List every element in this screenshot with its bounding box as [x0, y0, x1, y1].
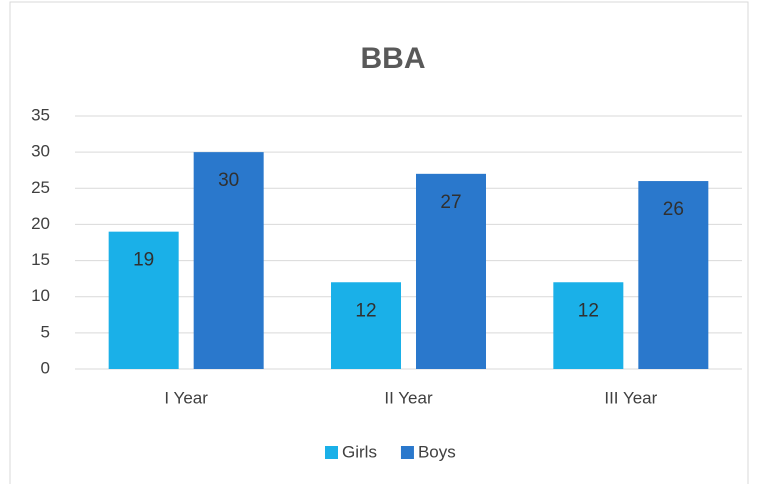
data-label: 19: [133, 250, 154, 271]
y-tick-label: 20: [31, 214, 50, 233]
bar: [638, 181, 709, 369]
x-tick-label: I Year: [164, 388, 208, 407]
bar: [108, 231, 179, 369]
data-label: 12: [355, 300, 376, 321]
chart-title: BBA: [361, 42, 426, 75]
bar: [331, 282, 401, 369]
y-tick-label: 30: [31, 142, 50, 161]
bar: [553, 282, 624, 369]
data-label: 12: [578, 300, 599, 321]
y-tick-label: 5: [41, 322, 50, 341]
x-tick-label: III Year: [604, 388, 657, 407]
y-tick-label: 35: [31, 105, 50, 124]
legend-swatch: [400, 446, 414, 459]
legend-label: Boys: [418, 442, 456, 461]
bar: [416, 173, 486, 369]
data-label: 26: [663, 199, 684, 220]
data-label: 27: [440, 192, 461, 213]
data-label: 30: [218, 170, 239, 191]
legend-swatch: [325, 446, 338, 459]
y-tick-label: 10: [31, 286, 50, 305]
legend-label: Girls: [342, 442, 377, 461]
y-tick-label: 25: [31, 178, 50, 197]
y-tick-label: 15: [31, 250, 50, 269]
y-tick-label: 0: [41, 358, 50, 377]
x-tick-label: II Year: [384, 388, 433, 407]
bar: [193, 152, 264, 369]
